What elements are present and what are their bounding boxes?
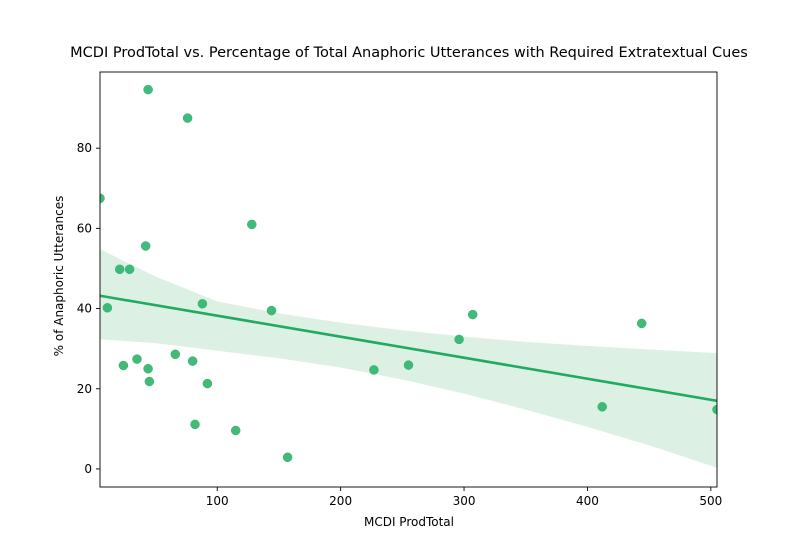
data-point-7 [143, 84, 153, 95]
data-point-22 [454, 334, 464, 345]
data-point-3 [124, 264, 135, 275]
y-tick-label: 0 [84, 462, 92, 476]
y-tick-label: 60 [77, 221, 92, 235]
chart-title: MCDI ProdTotal vs. Percentage of Total A… [70, 45, 748, 61]
data-point-2 [114, 264, 125, 275]
data-point-13 [190, 419, 200, 430]
data-point-25 [636, 318, 647, 329]
data-point-23 [467, 309, 478, 320]
y-tick-label: 20 [77, 382, 92, 396]
data-point-17 [247, 219, 257, 230]
y-tick-label: 40 [77, 302, 92, 316]
plot-area: 100 200 300 400 500 0 20 40 60 80 [77, 71, 722, 508]
data-point-9 [144, 376, 155, 387]
y-tick-label: 80 [77, 141, 92, 155]
data-point-12 [187, 356, 198, 366]
x-tick-label: 400 [576, 494, 599, 508]
data-point-15 [202, 378, 213, 389]
data-point-24 [597, 402, 607, 412]
data-point-1 [102, 303, 113, 313]
x-tick-label: 100 [206, 494, 229, 508]
data-point-18 [266, 305, 277, 316]
confidence-band [100, 249, 717, 468]
x-tick-label: 300 [453, 494, 476, 508]
axes-frame [99, 71, 718, 488]
data-point-4 [118, 360, 129, 371]
data-point-26 [712, 404, 717, 415]
data-point-21 [403, 360, 414, 370]
x-axis-label: MCDI ProdTotal [364, 515, 454, 529]
data-point-14 [197, 299, 208, 309]
data-point-0 [100, 193, 105, 204]
data-point-8 [143, 363, 153, 374]
data-point-6 [140, 241, 151, 251]
data-point-10 [170, 349, 181, 360]
regression-line [100, 294, 717, 403]
plot-content [100, 84, 717, 468]
x-tick-label: 500 [699, 494, 722, 508]
data-point-11 [182, 113, 193, 123]
x-tick-label: 200 [329, 494, 352, 508]
y-axis-label: % of Anaphoric Utterances [52, 196, 66, 357]
data-point-19 [282, 452, 293, 463]
data-point-16 [230, 425, 241, 436]
data-point-5 [132, 354, 142, 364]
data-point-20 [369, 365, 379, 375]
